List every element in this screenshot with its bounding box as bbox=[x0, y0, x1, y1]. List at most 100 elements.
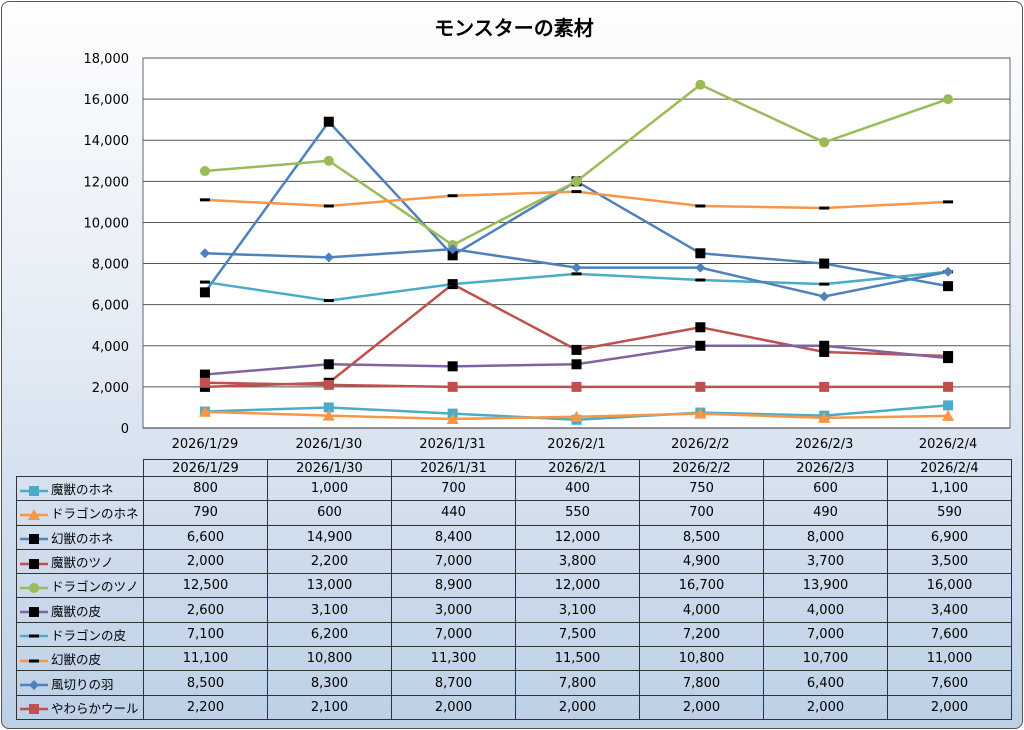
table-cell: 700 bbox=[391, 475, 516, 502]
data-point bbox=[819, 291, 830, 302]
legend-key-icon bbox=[20, 485, 48, 496]
table-cell: 790 bbox=[143, 500, 268, 526]
legend-key-icon bbox=[20, 508, 48, 520]
table-cell: 7,000 bbox=[391, 548, 516, 575]
table-cell: 7,500 bbox=[515, 621, 640, 648]
table-cell: 2,000 bbox=[391, 694, 516, 720]
legend-label: ドラゴンの皮 bbox=[51, 627, 127, 643]
x-tick-label: 2026/1/30 bbox=[295, 437, 362, 452]
data-table: 2026/1/29 2026/1/30 2026/1/31 2026/2/1 2026/… bbox=[16, 459, 1012, 720]
y-tick-label: 2,000 bbox=[92, 381, 129, 396]
legend-marker bbox=[29, 680, 39, 691]
x-tick-label: 2026/2/1 bbox=[547, 437, 605, 452]
legend-marker bbox=[29, 704, 39, 715]
data-point bbox=[819, 340, 830, 351]
table-cell: 600 bbox=[267, 500, 392, 526]
legend-label: やわらかウール bbox=[51, 700, 139, 716]
legend-marker bbox=[29, 485, 39, 496]
x-tick-label: 2026/2/4 bbox=[919, 437, 977, 452]
data-point bbox=[199, 198, 210, 202]
table-cell: 8,400 bbox=[391, 524, 516, 550]
data-point bbox=[819, 381, 830, 392]
data-point bbox=[695, 381, 706, 392]
table-cell: 8,900 bbox=[391, 573, 516, 599]
data-point bbox=[199, 280, 210, 284]
data-point bbox=[571, 176, 582, 187]
table-cell: 3,100 bbox=[515, 597, 640, 623]
table-cell: 7,000 bbox=[391, 621, 516, 648]
table-cell: 700 bbox=[639, 500, 764, 526]
legend-entry: やわらかウール bbox=[16, 694, 144, 720]
y-tick-label: 12,000 bbox=[84, 175, 130, 190]
table-header: 2026/1/29 bbox=[143, 459, 268, 477]
legend-entry: ドラゴンのツノ bbox=[16, 573, 144, 599]
table-cell: 16,700 bbox=[639, 573, 764, 599]
data-point bbox=[199, 166, 210, 177]
legend-label: ドラゴンのツノ bbox=[51, 579, 139, 595]
x-tick-label: 2026/2/2 bbox=[671, 437, 729, 452]
table-cell: 11,300 bbox=[391, 646, 516, 672]
data-point bbox=[323, 252, 334, 263]
table-row: 幻獣の皮 11,100 10,800 11,300 11,500 10,800 10,700… bbox=[16, 646, 1012, 672]
legend-key-icon bbox=[20, 704, 48, 715]
data-point bbox=[943, 381, 954, 392]
legend-label: 魔獣のホネ bbox=[51, 482, 114, 498]
y-tick-label: 8,000 bbox=[92, 258, 129, 273]
data-point bbox=[819, 282, 830, 286]
table-cell: 11,100 bbox=[143, 646, 268, 672]
legend-label: 風切りの羽 bbox=[51, 676, 114, 692]
table-cell: 3,400 bbox=[887, 597, 1012, 623]
table-row: 魔獣のツノ 2,000 2,200 7,000 3,800 4,900 3,700 3,500 bbox=[16, 548, 1012, 575]
table-cell: 12,500 bbox=[143, 573, 268, 599]
data-point bbox=[447, 250, 458, 261]
data-point bbox=[447, 361, 458, 372]
table-cell: 4,900 bbox=[639, 548, 764, 575]
table-cell: 13,900 bbox=[763, 573, 888, 599]
legend-entry: 魔獣の皮 bbox=[16, 597, 144, 623]
legend-entry: 魔獣のホネ bbox=[16, 475, 144, 502]
data-point bbox=[943, 200, 954, 204]
data-point bbox=[447, 381, 458, 392]
plot-background bbox=[142, 57, 1011, 429]
legend-label: 幻獣のホネ bbox=[51, 530, 114, 546]
chart-title: モンスターの素材 bbox=[434, 16, 594, 40]
table-cell: 7,100 bbox=[143, 621, 268, 648]
data-point bbox=[571, 262, 582, 273]
table-header: 2026/1/31 bbox=[391, 459, 516, 477]
legend-entry: ドラゴンの皮 bbox=[16, 621, 144, 648]
legend-marker bbox=[29, 659, 39, 663]
table-cell: 3,100 bbox=[267, 597, 392, 623]
legend-label: 幻獣の皮 bbox=[51, 652, 102, 668]
data-point bbox=[323, 359, 334, 370]
table-cell: 600 bbox=[763, 475, 888, 502]
table-cell: 3,500 bbox=[887, 548, 1012, 575]
legend-label: 魔獣の皮 bbox=[51, 603, 102, 619]
data-point bbox=[695, 248, 706, 259]
table-row: やわらかウール 2,200 2,100 2,000 2,000 2,000 2,000 2,0… bbox=[16, 694, 1012, 720]
data-point bbox=[695, 262, 706, 273]
table-cell: 8,500 bbox=[639, 524, 764, 550]
data-point bbox=[199, 248, 210, 259]
table-cell: 440 bbox=[391, 500, 516, 526]
table-cell: 7,000 bbox=[763, 621, 888, 648]
legend-marker bbox=[29, 634, 39, 638]
legend-entry: 魔獣のツノ bbox=[16, 548, 144, 575]
data-point bbox=[942, 409, 955, 421]
table-header: 2026/2/2 bbox=[639, 459, 764, 477]
x-tick-label: 2026/1/29 bbox=[172, 437, 239, 452]
data-point bbox=[943, 266, 954, 277]
table-cell: 10,800 bbox=[267, 646, 392, 672]
table-cell: 4,000 bbox=[763, 597, 888, 623]
table-corner bbox=[16, 459, 144, 477]
legend-key-icon bbox=[20, 558, 48, 569]
table-cell: 2,100 bbox=[267, 694, 392, 720]
data-point bbox=[323, 402, 334, 413]
table-row: ドラゴンの皮 7,100 6,200 7,000 7,500 7,200 7,000 7,60… bbox=[16, 621, 1012, 648]
table-cell: 750 bbox=[639, 475, 764, 502]
legend-key-icon bbox=[20, 659, 48, 663]
series-ドラゴンのホネ bbox=[198, 405, 955, 424]
table-cell: 1,100 bbox=[887, 475, 1012, 502]
table-cell: 11,500 bbox=[515, 646, 640, 672]
data-point bbox=[571, 272, 582, 276]
data-point bbox=[694, 407, 707, 419]
